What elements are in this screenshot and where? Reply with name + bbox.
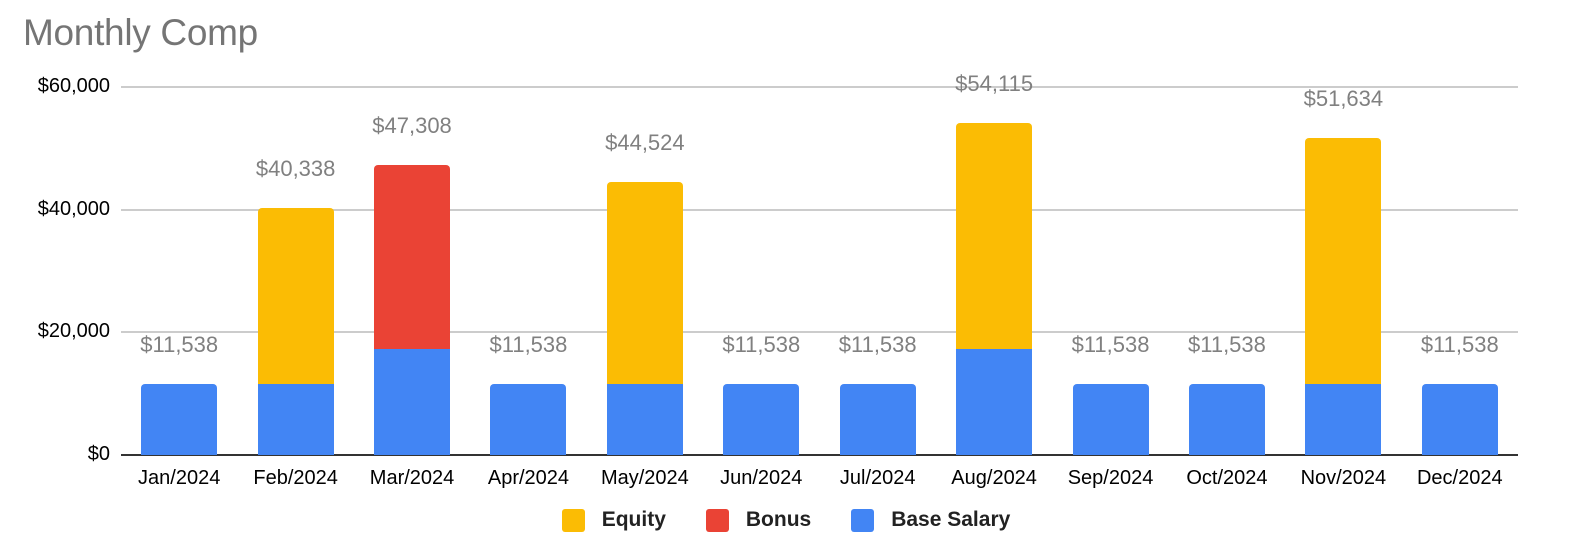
x-tick-label: May/2024 <box>600 467 689 489</box>
bar-segment-base-salary[interactable] <box>1421 384 1498 455</box>
bar-segment-base-salary[interactable] <box>1188 384 1265 455</box>
y-tick-label: $20,000 <box>37 320 110 343</box>
bar-segment-equity[interactable] <box>606 181 683 385</box>
bar-total-label: $40,338 <box>255 155 336 181</box>
legend-swatch-base-salary <box>851 508 875 532</box>
bar-total-label: $11,538 <box>722 332 801 358</box>
bar-total-label: $11,538 <box>489 332 568 358</box>
bar-total-label: $11,538 <box>1071 332 1150 358</box>
y-tick-label: $40,000 <box>37 197 110 220</box>
bar-segment-bonus[interactable] <box>374 164 451 349</box>
x-tick-label: Aug/2024 <box>951 467 1037 489</box>
y-tick-label: $60,000 <box>37 75 110 97</box>
legend-label-equity: Equity <box>601 508 666 531</box>
x-tick-label: Feb/2024 <box>253 467 338 489</box>
x-tick-label: Oct/2024 <box>1186 467 1268 489</box>
legend-label-bonus: Bonus <box>745 508 812 531</box>
x-tick-label: Sep/2024 <box>1067 467 1154 489</box>
legend-item-bonus[interactable]: Bonus <box>705 508 812 532</box>
legend-swatch-equity <box>561 508 585 532</box>
bar-total-label: $11,538 <box>140 332 219 358</box>
legend-swatch-bonus <box>705 508 729 532</box>
legend-item-base-salary[interactable]: Base Salary <box>851 508 1010 532</box>
bar-segment-base-salary[interactable] <box>141 384 218 455</box>
bar-segment-base-salary[interactable] <box>839 384 916 455</box>
gridline <box>121 331 1518 334</box>
gridline <box>121 86 1518 88</box>
legend-item-equity[interactable]: Equity <box>561 508 666 532</box>
x-tick-label: Dec/2024 <box>1416 467 1503 489</box>
bar-segment-base-salary[interactable] <box>257 384 334 455</box>
bar-segment-equity[interactable] <box>1305 138 1382 385</box>
x-tick-label: Mar/2024 <box>369 467 455 489</box>
legend-label-base-salary: Base Salary <box>891 508 1011 531</box>
y-tick-label: $0 <box>87 443 110 465</box>
bar-segment-base-salary[interactable] <box>1072 384 1149 455</box>
x-tick-label: Jun/2024 <box>720 467 803 489</box>
bar-segment-base-salary[interactable] <box>606 384 683 455</box>
bar-segment-base-salary[interactable] <box>374 348 451 455</box>
legend: Equity Bonus Base Salary <box>0 508 1572 532</box>
bar-segment-equity[interactable] <box>956 123 1033 349</box>
bar-total-label: $47,308 <box>372 112 452 138</box>
bar-segment-base-salary[interactable] <box>1305 384 1382 455</box>
x-tick-label: Nov/2024 <box>1300 467 1387 489</box>
x-tick-label: Jan/2024 <box>138 467 221 489</box>
bar-segment-equity[interactable] <box>257 207 334 385</box>
bar-total-label: $11,538 <box>838 332 917 358</box>
bar-total-label: $54,115 <box>955 71 1034 97</box>
bar-segment-base-salary[interactable] <box>490 384 567 455</box>
bar-total-label: $11,538 <box>1188 332 1266 358</box>
x-tick-label: Jul/2024 <box>839 467 916 489</box>
bar-total-label: $11,538 <box>1420 332 1499 358</box>
x-tick-label: Apr/2024 <box>487 467 570 489</box>
bar-total-label: $44,524 <box>605 129 685 155</box>
bar-segment-base-salary[interactable] <box>956 348 1033 455</box>
bar-total-label: $51,634 <box>1303 86 1384 112</box>
bar-segment-base-salary[interactable] <box>723 384 800 455</box>
gridline <box>121 208 1518 211</box>
x-axis-line <box>121 454 1518 456</box>
chart-title: Monthly Comp <box>23 12 258 53</box>
